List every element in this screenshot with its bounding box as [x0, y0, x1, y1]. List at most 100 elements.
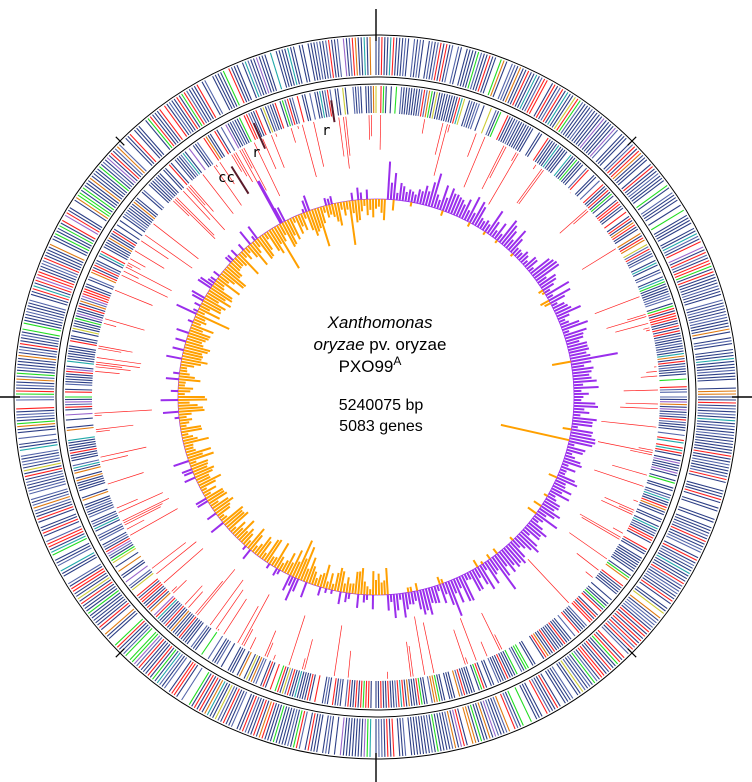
gene-mark-inner — [487, 657, 500, 684]
gene-mark-red — [126, 519, 145, 530]
gene-mark-inner — [559, 159, 578, 181]
gene-mark-outer — [108, 612, 138, 640]
gene-mark-inner — [301, 94, 310, 122]
gene-mark-inner — [367, 680, 370, 708]
gene-mark-red — [130, 258, 146, 268]
gc-bar-high — [430, 586, 438, 604]
gc-bar-high — [571, 428, 593, 434]
gene-mark-outer — [36, 276, 73, 291]
gene-mark-outer — [149, 116, 175, 147]
gene-mark-inner — [103, 533, 128, 548]
gc-bar-high — [424, 191, 431, 206]
gc-bar-low — [236, 520, 255, 539]
gene-mark-red — [215, 164, 218, 168]
gene-mark-red — [532, 164, 537, 170]
gene-mark-inner — [587, 189, 609, 209]
gc-bar-high — [552, 301, 565, 310]
strain-base: PXO99 — [339, 357, 394, 376]
gc-bar-low — [232, 259, 242, 269]
gene-mark-outer — [89, 592, 121, 617]
gene-mark-inner — [520, 640, 536, 665]
gene-mark-outer — [86, 182, 118, 207]
gene-mark-red — [105, 318, 145, 331]
gene-mark-inner — [436, 93, 443, 120]
gene-mark-inner — [309, 674, 316, 701]
gene-mark-inner — [567, 605, 588, 627]
gene-mark-outer — [24, 465, 62, 475]
gc-bar-high — [522, 528, 531, 536]
gc-bar-high — [287, 576, 294, 587]
gene-mark-inner — [627, 253, 653, 267]
gene-mark-inner — [442, 94, 451, 122]
gc-bar-low — [319, 572, 326, 588]
gc-bar-low — [224, 268, 247, 288]
gene-mark-outer — [636, 184, 668, 209]
gene-mark-outer — [77, 577, 110, 600]
gene-mark-outer — [431, 714, 439, 752]
gc-bar-high — [533, 260, 558, 280]
gene-mark-inner — [410, 88, 416, 116]
gene-mark-inner — [354, 680, 358, 708]
marker-tick-cc — [230, 165, 250, 195]
gene-mark-outer — [212, 683, 231, 719]
gc-bar-high — [444, 582, 455, 606]
gene-mark-inner — [339, 679, 344, 706]
gene-mark-outer — [380, 718, 383, 758]
gene-mark-outer — [37, 273, 74, 288]
gene-mark-outer — [322, 40, 329, 79]
gene-mark-outer — [564, 105, 589, 137]
gene-mark-outer — [662, 542, 698, 561]
gc-bar-high — [542, 282, 555, 292]
gene-mark-outer — [648, 568, 681, 590]
gene-mark-outer — [369, 36, 372, 76]
gc-bar-high — [496, 233, 503, 242]
gene-mark-inner — [229, 122, 244, 147]
gene-mark-inner — [440, 94, 448, 121]
gene-mark-inner — [214, 130, 230, 155]
gene-mark-outer — [171, 661, 194, 694]
gene-mark-inner — [557, 157, 576, 180]
gc-bar-high — [548, 287, 571, 302]
gene-mark-inner — [555, 156, 574, 178]
gene-mark-inner — [316, 91, 323, 119]
gene-mark-outer — [26, 472, 64, 484]
organism-name-line1: Xanthomonas — [327, 313, 433, 332]
gene-mark-outer — [626, 170, 657, 196]
gene-mark-inner — [398, 87, 403, 115]
gene-mark-outer — [196, 676, 217, 710]
gene-mark-inner — [562, 610, 582, 632]
gene-mark-outer — [441, 44, 451, 83]
gene-mark-red — [127, 262, 141, 270]
gc-bar-high — [165, 377, 179, 381]
gene-mark-red — [581, 516, 620, 540]
gene-mark-outer — [48, 246, 84, 264]
gene-mark-inner — [65, 373, 93, 377]
gc-bar-high — [516, 252, 523, 259]
gc-bar-low — [187, 334, 206, 343]
gene-mark-inner — [608, 559, 631, 577]
ring-outline-2 — [55, 76, 697, 718]
gene-mark-outer — [526, 78, 546, 113]
gc-bar-high — [512, 539, 521, 549]
gene-mark-outer — [629, 175, 661, 200]
gene-mark-outer — [533, 83, 554, 117]
gene-mark-inner — [178, 156, 197, 178]
gc-bar-low — [297, 558, 308, 580]
gene-mark-red — [453, 629, 466, 665]
gene-mark-outer — [695, 433, 734, 440]
gene-mark-inner — [131, 572, 154, 591]
gc-bar-high — [546, 294, 554, 299]
gene-mark-outer — [17, 360, 56, 366]
gc-bar-high — [416, 189, 422, 204]
gc-bar-high — [172, 346, 184, 352]
gene-mark-inner — [382, 86, 385, 114]
gene-mark-outer — [678, 506, 715, 521]
gene-mark-outer — [325, 715, 332, 754]
gc-bar-low — [251, 241, 262, 254]
gene-mark-inner — [182, 152, 201, 175]
gene-mark-inner — [589, 191, 611, 211]
gene-mark-outer — [431, 42, 439, 80]
gc-bar-low — [202, 485, 217, 495]
gene-mark-outer — [646, 570, 680, 592]
gene-mark-inner — [659, 388, 687, 391]
